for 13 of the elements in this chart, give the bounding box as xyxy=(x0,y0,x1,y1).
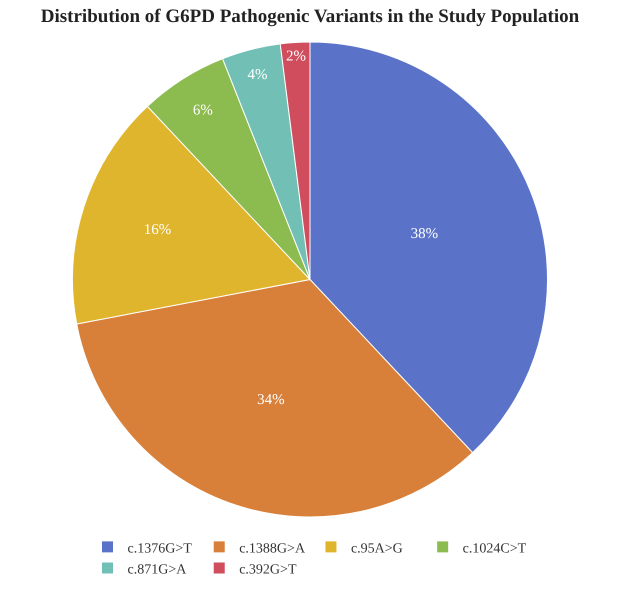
legend-label: c.1388G>A xyxy=(239,541,306,556)
data-label: 38% xyxy=(410,226,438,242)
legend-label: c.392G>T xyxy=(239,562,297,578)
data-label: 16% xyxy=(144,222,172,238)
data-label: 6% xyxy=(192,102,213,119)
legend-label: c.1376G>T xyxy=(128,541,192,556)
legend-label: c.1024C>T xyxy=(462,541,527,556)
data-label: 34% xyxy=(257,392,285,408)
legend-label: c.871G>A xyxy=(128,562,188,578)
data-label: 2% xyxy=(286,48,306,64)
legend-label: c.95A>G xyxy=(350,541,403,556)
chart-title: Distribution of G6PD Pathogenic Variants in the Study Population xyxy=(40,6,580,28)
data-label: 4% xyxy=(248,67,268,84)
